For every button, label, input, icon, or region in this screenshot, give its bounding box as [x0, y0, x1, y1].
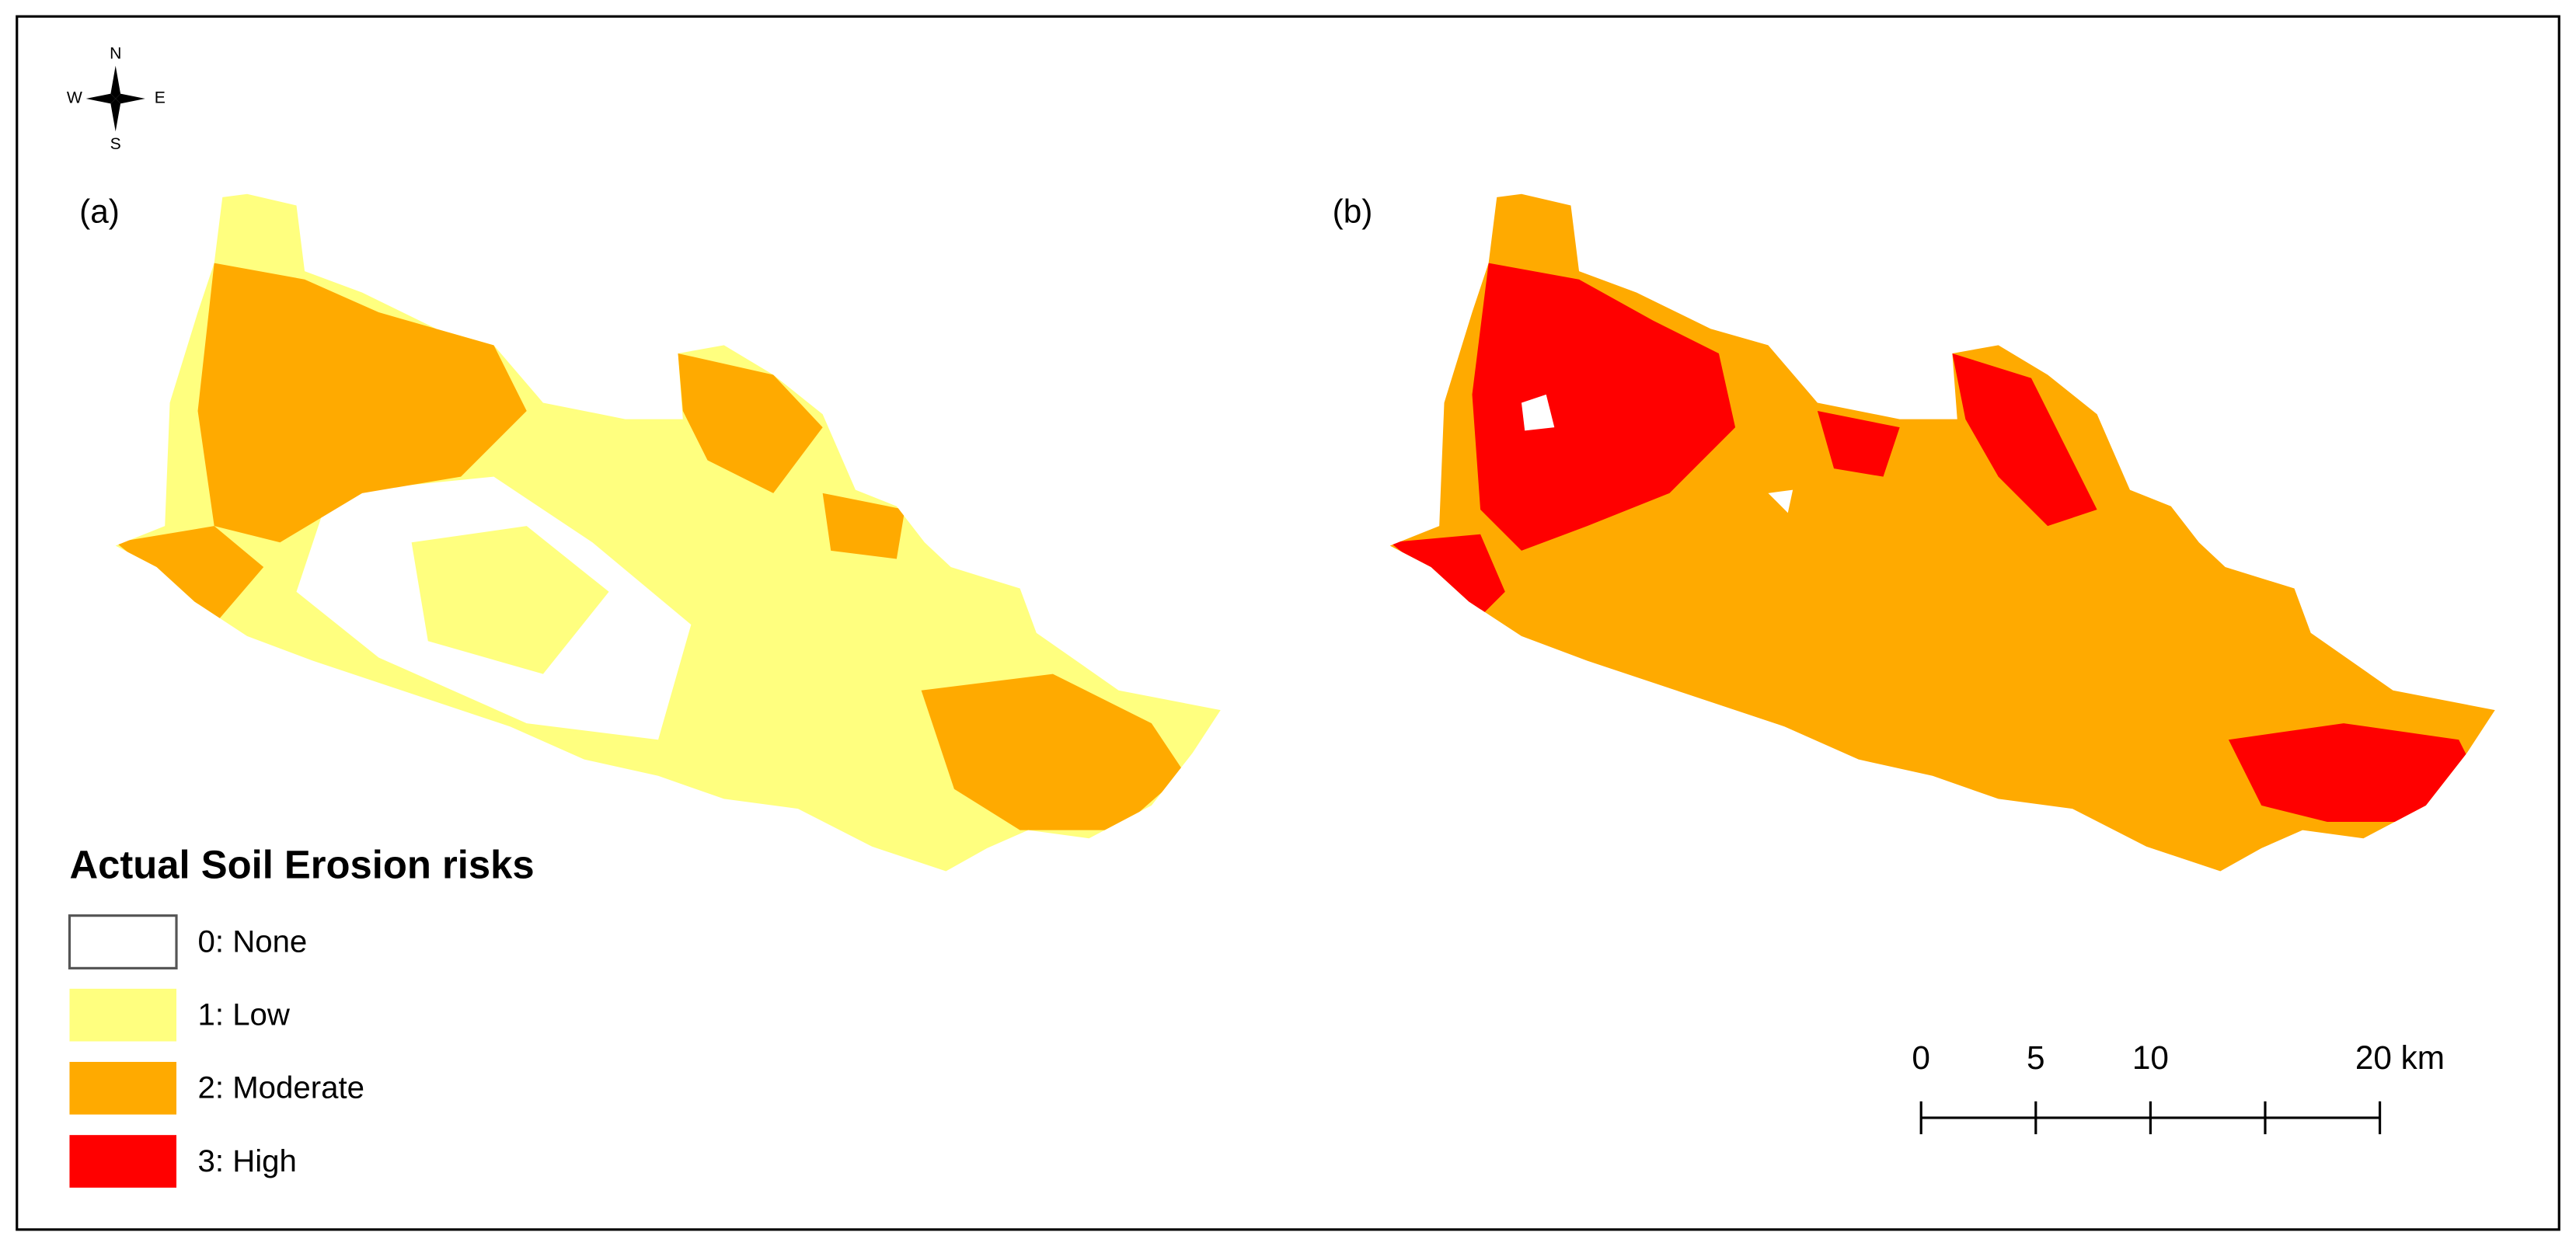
map-b: (b): [1333, 193, 2495, 872]
scale-label: 20 km: [2355, 1039, 2445, 1076]
patch-moderate: [197, 263, 527, 543]
legend-swatch: [69, 1135, 177, 1188]
legend-swatch: [69, 1061, 177, 1115]
legend-label: 2: Moderate: [198, 1070, 364, 1105]
patch-high: [2228, 723, 2476, 823]
legend-swatch: [69, 988, 177, 1042]
patch-none: [1768, 489, 1793, 513]
patch-high: [1472, 263, 1736, 551]
compass-s: S: [110, 135, 121, 153]
legend-swatch: [68, 914, 178, 969]
patch-moderate: [921, 673, 1185, 830]
patch-high: [1952, 353, 2097, 527]
patch-high: [1389, 534, 1505, 625]
scale-label: 0: [1912, 1039, 1930, 1076]
compass: N S W E: [67, 44, 166, 152]
legend-label: 0: None: [198, 924, 308, 959]
patch-moderate: [678, 353, 823, 493]
legend: Actual Soil Erosion risks 0: None 1: Low 2…: [68, 843, 535, 1188]
patch-high: [1817, 411, 1900, 477]
legend-label: 3: High: [198, 1143, 297, 1178]
patch-moderate: [115, 526, 264, 625]
patch-low: [411, 526, 609, 674]
compass-w: W: [67, 89, 82, 107]
legend-title: Actual Soil Erosion risks: [69, 843, 534, 887]
panel-label: (b): [1333, 193, 1373, 229]
map-a: (a): [79, 193, 1221, 872]
legend-label: 1: Low: [198, 997, 291, 1032]
panel-label: (a): [79, 193, 120, 229]
patch-none: [1521, 394, 1555, 431]
scale-label: 10: [2132, 1039, 2169, 1076]
compass-n: N: [110, 44, 121, 62]
compass-e: E: [155, 89, 166, 107]
patch-moderate: [822, 492, 905, 559]
scale-label: 5: [2027, 1039, 2045, 1076]
scale-bar: 0 5 10 20 km: [1912, 1039, 2445, 1135]
